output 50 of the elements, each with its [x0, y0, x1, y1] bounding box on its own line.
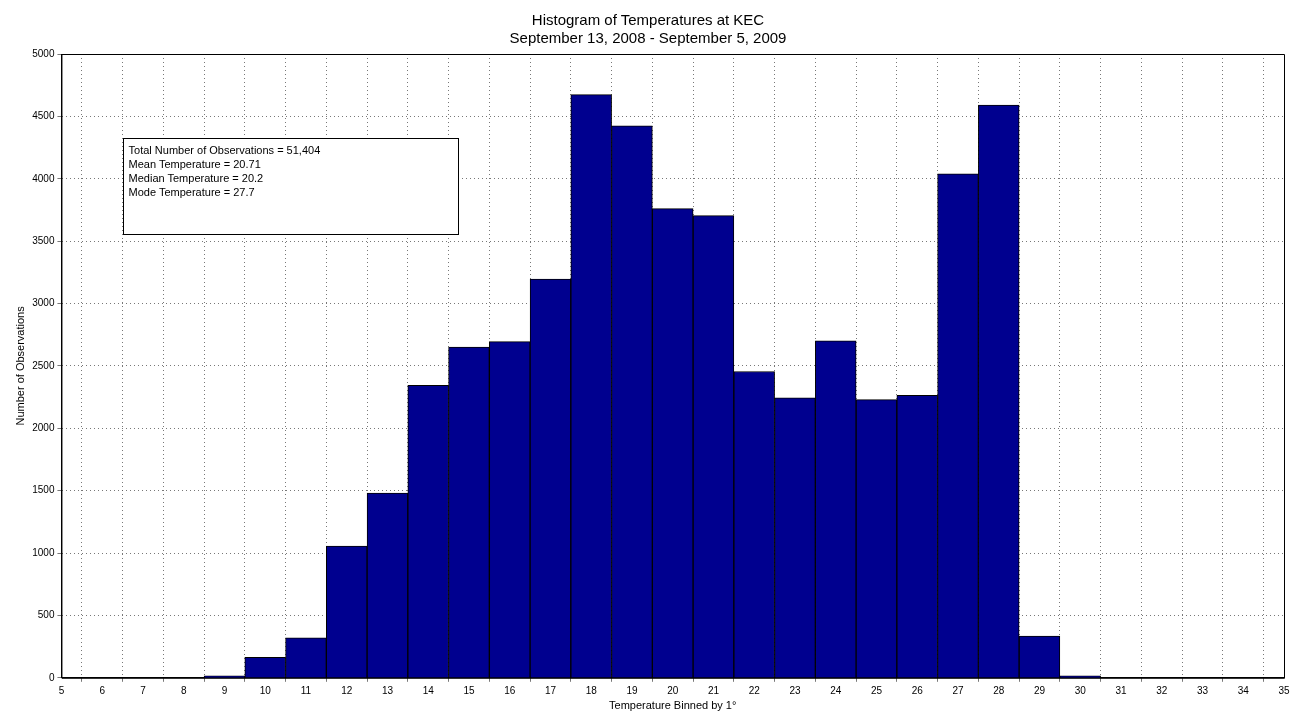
x-tick-label: 14	[422, 684, 435, 696]
x-tick-label: 16	[504, 684, 516, 696]
y-tick-label: 4000	[32, 172, 55, 184]
x-tick-label: 32	[1156, 684, 1168, 696]
x-tick-label: 13	[381, 684, 394, 696]
y-axis-title: Number of Observations	[13, 305, 26, 426]
x-tick-label: 21	[707, 684, 720, 696]
x-tick-label: 30	[1074, 684, 1087, 696]
x-tick-label: 22	[748, 684, 761, 696]
y-tick-label: 3500	[32, 234, 55, 246]
x-tick-label: 35	[1278, 684, 1290, 696]
x-tick-label: 5	[58, 684, 65, 696]
x-tick-label: 25	[870, 684, 883, 696]
x-tick-label: 31	[1115, 684, 1127, 696]
y-tick-label: 0	[48, 671, 55, 683]
x-tick-label: 26	[911, 684, 924, 696]
annotation: Total Number of Observations = 51,404	[128, 143, 322, 158]
annotation: Mode Temperature = 27.7	[128, 185, 256, 200]
chart-subtitle: September 13, 2008 - September 5, 2009	[509, 29, 787, 47]
x-tick-label: 9	[221, 684, 228, 696]
x-tick-label: 19	[626, 684, 638, 696]
x-tick-label: 10	[259, 684, 272, 696]
y-tick-label: 1000	[32, 546, 55, 558]
annotation: Median Temperature = 20.2	[128, 171, 265, 186]
x-tick-label: 23	[789, 684, 801, 696]
x-tick-label: 24	[830, 684, 842, 696]
x-axis-title: Temperature Binned by 1°	[609, 699, 737, 712]
x-tick-label: 6	[99, 684, 106, 696]
annotation: Mean Temperature = 20.71	[128, 157, 262, 172]
y-tick-label: 1500	[32, 484, 55, 496]
x-tick-label: 18	[585, 684, 598, 696]
x-tick-label: 28	[993, 684, 1005, 696]
x-tick-label: 8	[180, 684, 187, 696]
x-tick-label: 7	[140, 684, 147, 696]
y-tick-label: 2500	[32, 359, 55, 371]
y-tick-label: 2000	[32, 422, 55, 434]
x-tick-label: 27	[952, 684, 964, 696]
x-tick-label: 11	[300, 684, 312, 696]
y-tick-label: 5000	[32, 47, 55, 59]
x-tick-label: 20	[667, 684, 679, 696]
x-tick-label: 17	[544, 684, 557, 696]
x-tick-label: 33	[1196, 684, 1209, 696]
y-tick-label: 500	[37, 609, 55, 621]
chart-title: Histogram of Temperatures at KEC	[531, 11, 765, 29]
x-tick-label: 29	[1033, 684, 1046, 696]
x-tick-label: 34	[1237, 684, 1250, 696]
x-tick-label: 12	[341, 684, 353, 696]
y-tick-label: 3000	[32, 297, 55, 309]
x-tick-label: 15	[463, 684, 475, 696]
y-tick-label: 4500	[32, 110, 55, 122]
